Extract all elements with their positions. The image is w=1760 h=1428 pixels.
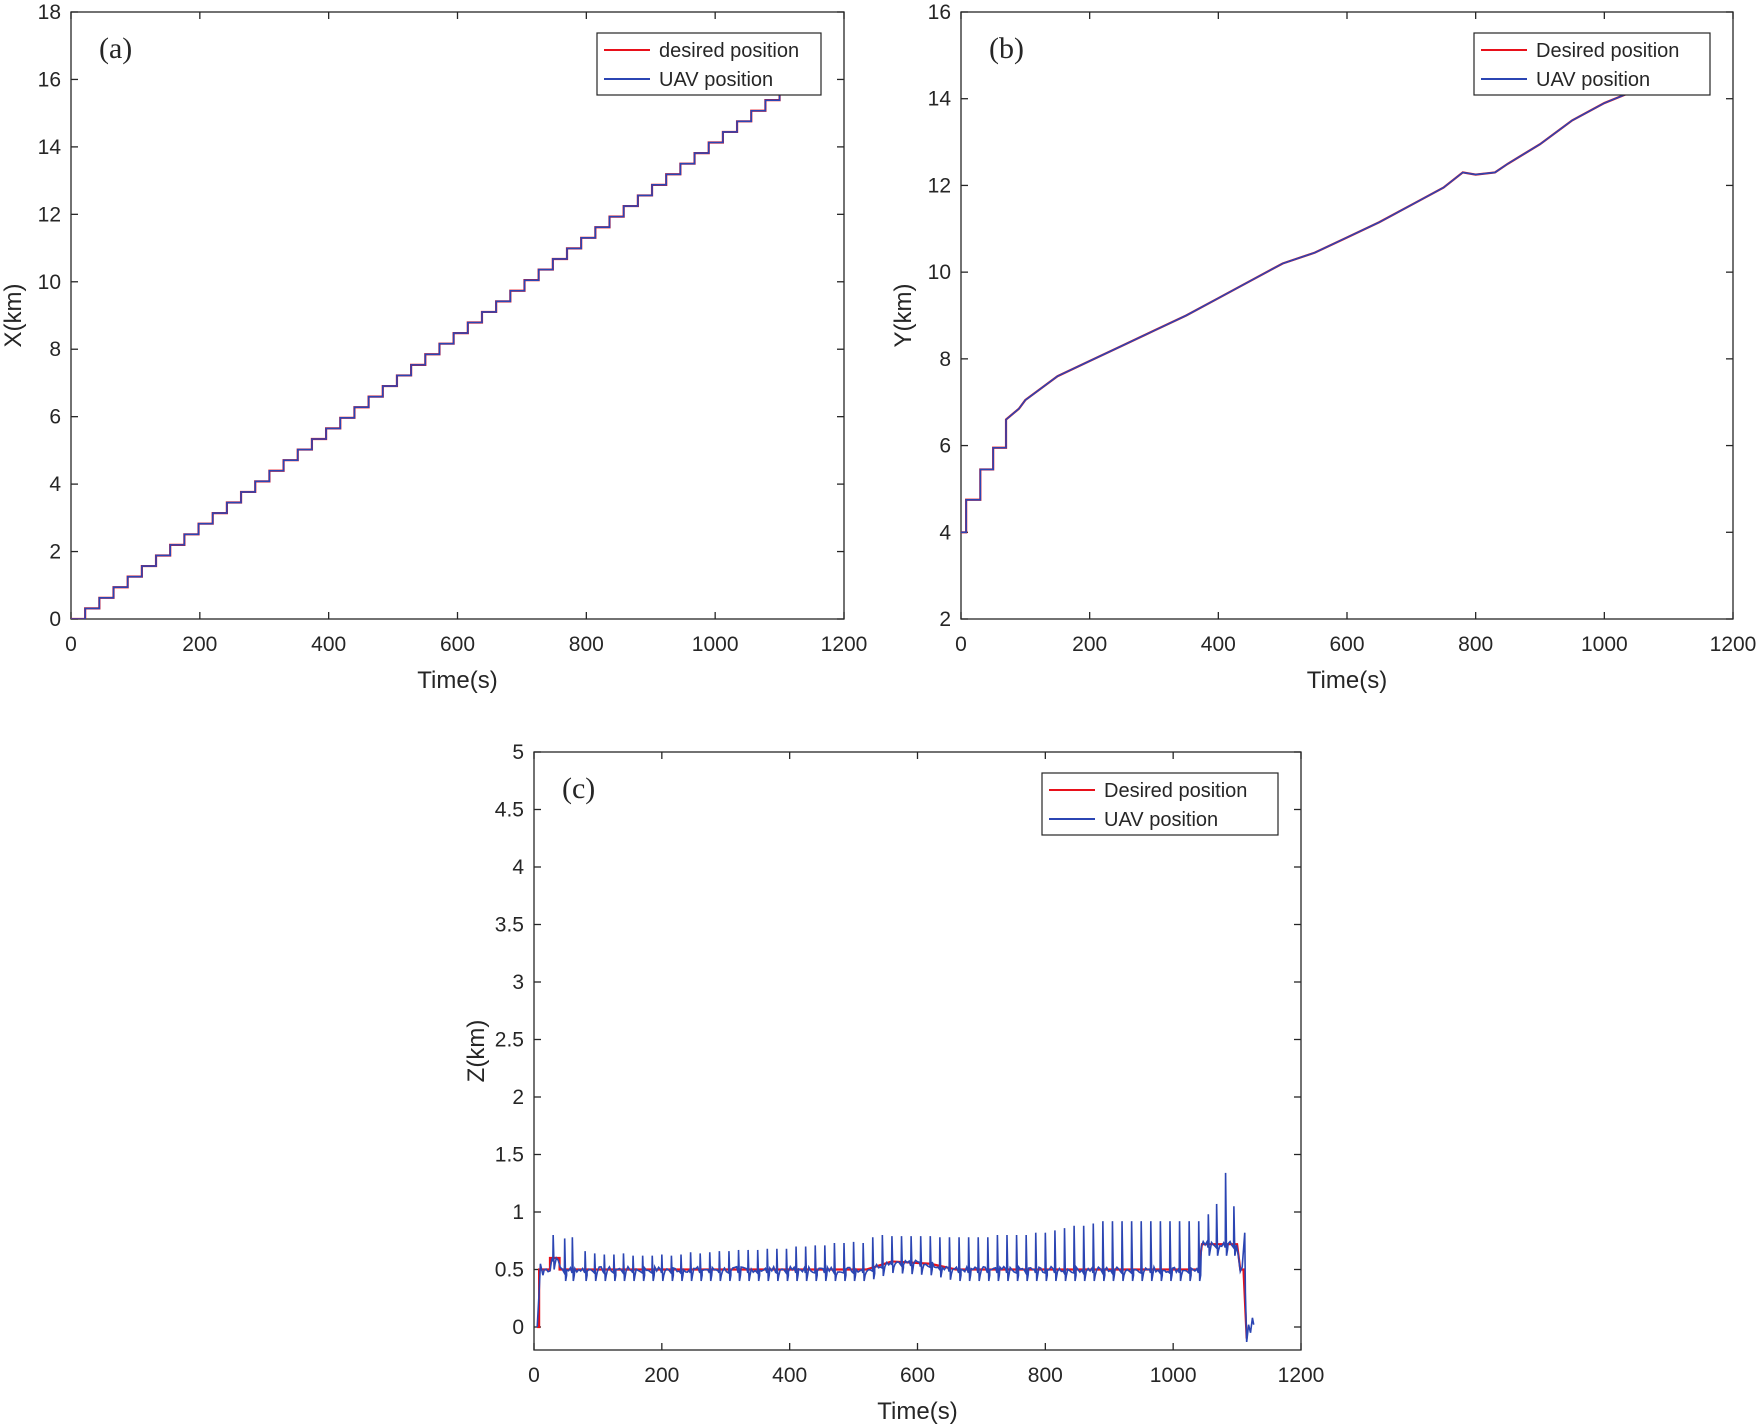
y-tick-label: 0 — [49, 608, 61, 631]
y-tick-label: 16 — [38, 68, 61, 91]
y-tick-label: 2.5 — [495, 1029, 524, 1052]
y-tick-label: 3.5 — [495, 914, 524, 937]
plot-frame — [70, 11, 845, 620]
legend-label: UAV position — [659, 69, 773, 91]
x-tick-label: 1200 — [1278, 1364, 1325, 1387]
x-tick-label: 1000 — [1150, 1364, 1197, 1387]
y-tick-label: 16 — [928, 1, 951, 24]
x-tick-label: 0 — [955, 633, 967, 656]
y-tick-label: 5 — [512, 741, 524, 764]
x-tick-label: 200 — [1072, 633, 1107, 656]
y-axis-label: Z(km) — [463, 1020, 490, 1083]
x-tick-label: 800 — [1028, 1364, 1063, 1387]
x-tick-label: 1200 — [1710, 633, 1757, 656]
legend: desired position UAV position — [596, 32, 822, 96]
y-axis-label: Y(km) — [890, 284, 917, 348]
x-tick-label: 1200 — [821, 633, 868, 656]
y-tick-label: 3 — [512, 971, 524, 994]
legend-label: UAV position — [1104, 809, 1218, 831]
x-tick-label: 200 — [182, 633, 217, 656]
series-line-uav — [961, 76, 1669, 534]
y-tick-label: 10 — [928, 261, 951, 284]
y-tick-label: 4 — [512, 856, 524, 879]
x-tick-label: 400 — [1201, 633, 1236, 656]
x-tick-label: 1000 — [1581, 633, 1628, 656]
x-tick-label: 0 — [528, 1364, 540, 1387]
legend-box — [596, 32, 822, 96]
legend-label: UAV position — [1536, 69, 1650, 91]
y-tick-label: 0 — [512, 1316, 524, 1339]
y-tick-label: 8 — [939, 348, 951, 371]
x-tick-label: 600 — [1329, 633, 1364, 656]
legend-label: Desired position — [1104, 780, 1247, 802]
y-tick-label: 2 — [512, 1086, 524, 1109]
x-tick-label: 400 — [311, 633, 346, 656]
chart-panel-b: 0 200 400 600 800 1000 1200 2 4 6 8 10 12 14 16 Time(s)… — [890, 1, 1756, 694]
y-tick-label: 4.5 — [495, 799, 524, 822]
y-tick-label: 2 — [939, 608, 951, 631]
x-tick-label: 0 — [65, 633, 77, 656]
x-tick-label: 800 — [569, 633, 604, 656]
x-axis-label: Time(s) — [417, 667, 497, 694]
y-tick-label: 14 — [38, 136, 62, 159]
legend-box — [1041, 772, 1279, 836]
legend: Desired position UAV position — [1473, 32, 1711, 96]
legend-box — [1473, 32, 1711, 96]
y-tick-label: 1.5 — [495, 1144, 524, 1167]
x-tick-label: 400 — [772, 1364, 807, 1387]
x-axis-label: Time(s) — [1307, 667, 1387, 694]
y-tick-label: 10 — [38, 271, 61, 294]
y-tick-label: 4 — [49, 473, 61, 496]
y-tick-label: 18 — [38, 1, 61, 24]
chart-panel-a: 0 200 400 600 800 1000 1200 0 2 4 6 8 10 12 14 16 18 Time… — [0, 1, 867, 694]
x-axis-label: Time(s) — [877, 1398, 957, 1425]
y-tick-label: 2 — [49, 541, 61, 564]
y-tick-label: 12 — [38, 203, 61, 226]
x-tick-label: 600 — [440, 633, 475, 656]
series-line-uav — [536, 1172, 1255, 1343]
legend: Desired position UAV position — [1041, 772, 1279, 836]
x-tick-label: 600 — [900, 1364, 935, 1387]
legend-label: Desired position — [1536, 40, 1679, 62]
y-tick-label: 14 — [928, 88, 952, 111]
y-tick-label: 4 — [939, 521, 951, 544]
y-tick-label: 0.5 — [495, 1259, 524, 1282]
plot-frame — [533, 751, 1302, 1351]
y-tick-label: 6 — [939, 435, 951, 458]
series-line-uav — [71, 89, 781, 619]
panel-label: (c) — [562, 772, 595, 805]
plot-frame — [960, 11, 1734, 620]
series-line-desired — [961, 76, 1670, 534]
y-tick-label: 1 — [512, 1201, 524, 1224]
y-axis-label: X(km) — [0, 284, 27, 348]
y-tick-label: 6 — [49, 406, 61, 429]
y-tick-label: 8 — [49, 338, 61, 361]
legend-label: desired position — [659, 40, 799, 62]
x-tick-label: 1000 — [692, 633, 739, 656]
chart-panel-c: 0 200 400 600 800 1000 1200 0 0.5 1 1.5 2 2.5 3 3.5 4 4.… — [463, 741, 1324, 1425]
x-tick-label: 800 — [1458, 633, 1493, 656]
y-tick-label: 12 — [928, 174, 951, 197]
panel-label: (b) — [989, 32, 1024, 65]
panel-label: (a) — [99, 32, 132, 65]
x-tick-label: 200 — [644, 1364, 679, 1387]
